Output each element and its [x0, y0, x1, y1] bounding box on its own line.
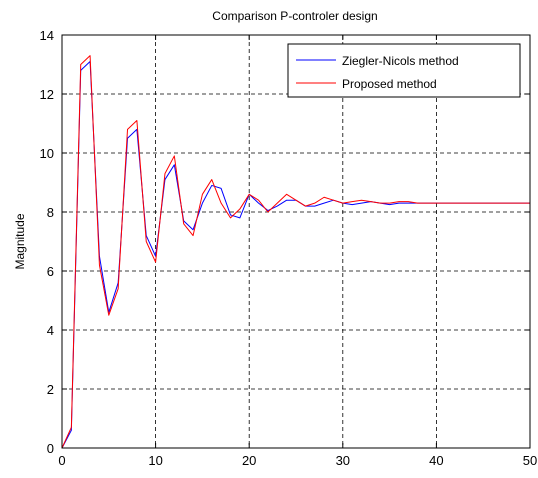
x-tick-label: 50: [523, 453, 537, 468]
y-tick-label: 14: [40, 28, 54, 43]
x-tick-label: 40: [429, 453, 443, 468]
series-line-1: [61, 55, 530, 449]
series-lines: [61, 55, 530, 449]
x-tick-label: 10: [148, 453, 162, 468]
y-axis-label: Magnitude: [13, 213, 27, 269]
series-line-0: [61, 61, 530, 449]
y-tick-label: 0: [47, 441, 54, 456]
y-tick-label: 6: [47, 264, 54, 279]
y-tick-label: 10: [40, 146, 54, 161]
legend-box: [287, 43, 521, 98]
legend-label-ziegler-nicols: Ziegler-Nicols method: [342, 54, 459, 68]
chart-title: Comparison P-controler design: [212, 9, 377, 23]
y-tick-label: 4: [47, 323, 54, 338]
plot-frame: [61, 34, 531, 449]
axis-ticks: 0 10 20 30 40 50 0 2 4 6 8 10 12 14: [40, 28, 538, 468]
y-tick-label: 2: [47, 382, 54, 397]
x-tick-label: 0: [58, 453, 65, 468]
x-tick-label: 30: [336, 453, 350, 468]
y-tick-label: 12: [40, 87, 54, 102]
y-tick-label: 8: [47, 205, 54, 220]
legend: Ziegler-Nicols method Proposed method: [287, 43, 521, 98]
x-tick-label: 20: [242, 453, 256, 468]
legend-label-proposed: Proposed method: [342, 77, 437, 91]
